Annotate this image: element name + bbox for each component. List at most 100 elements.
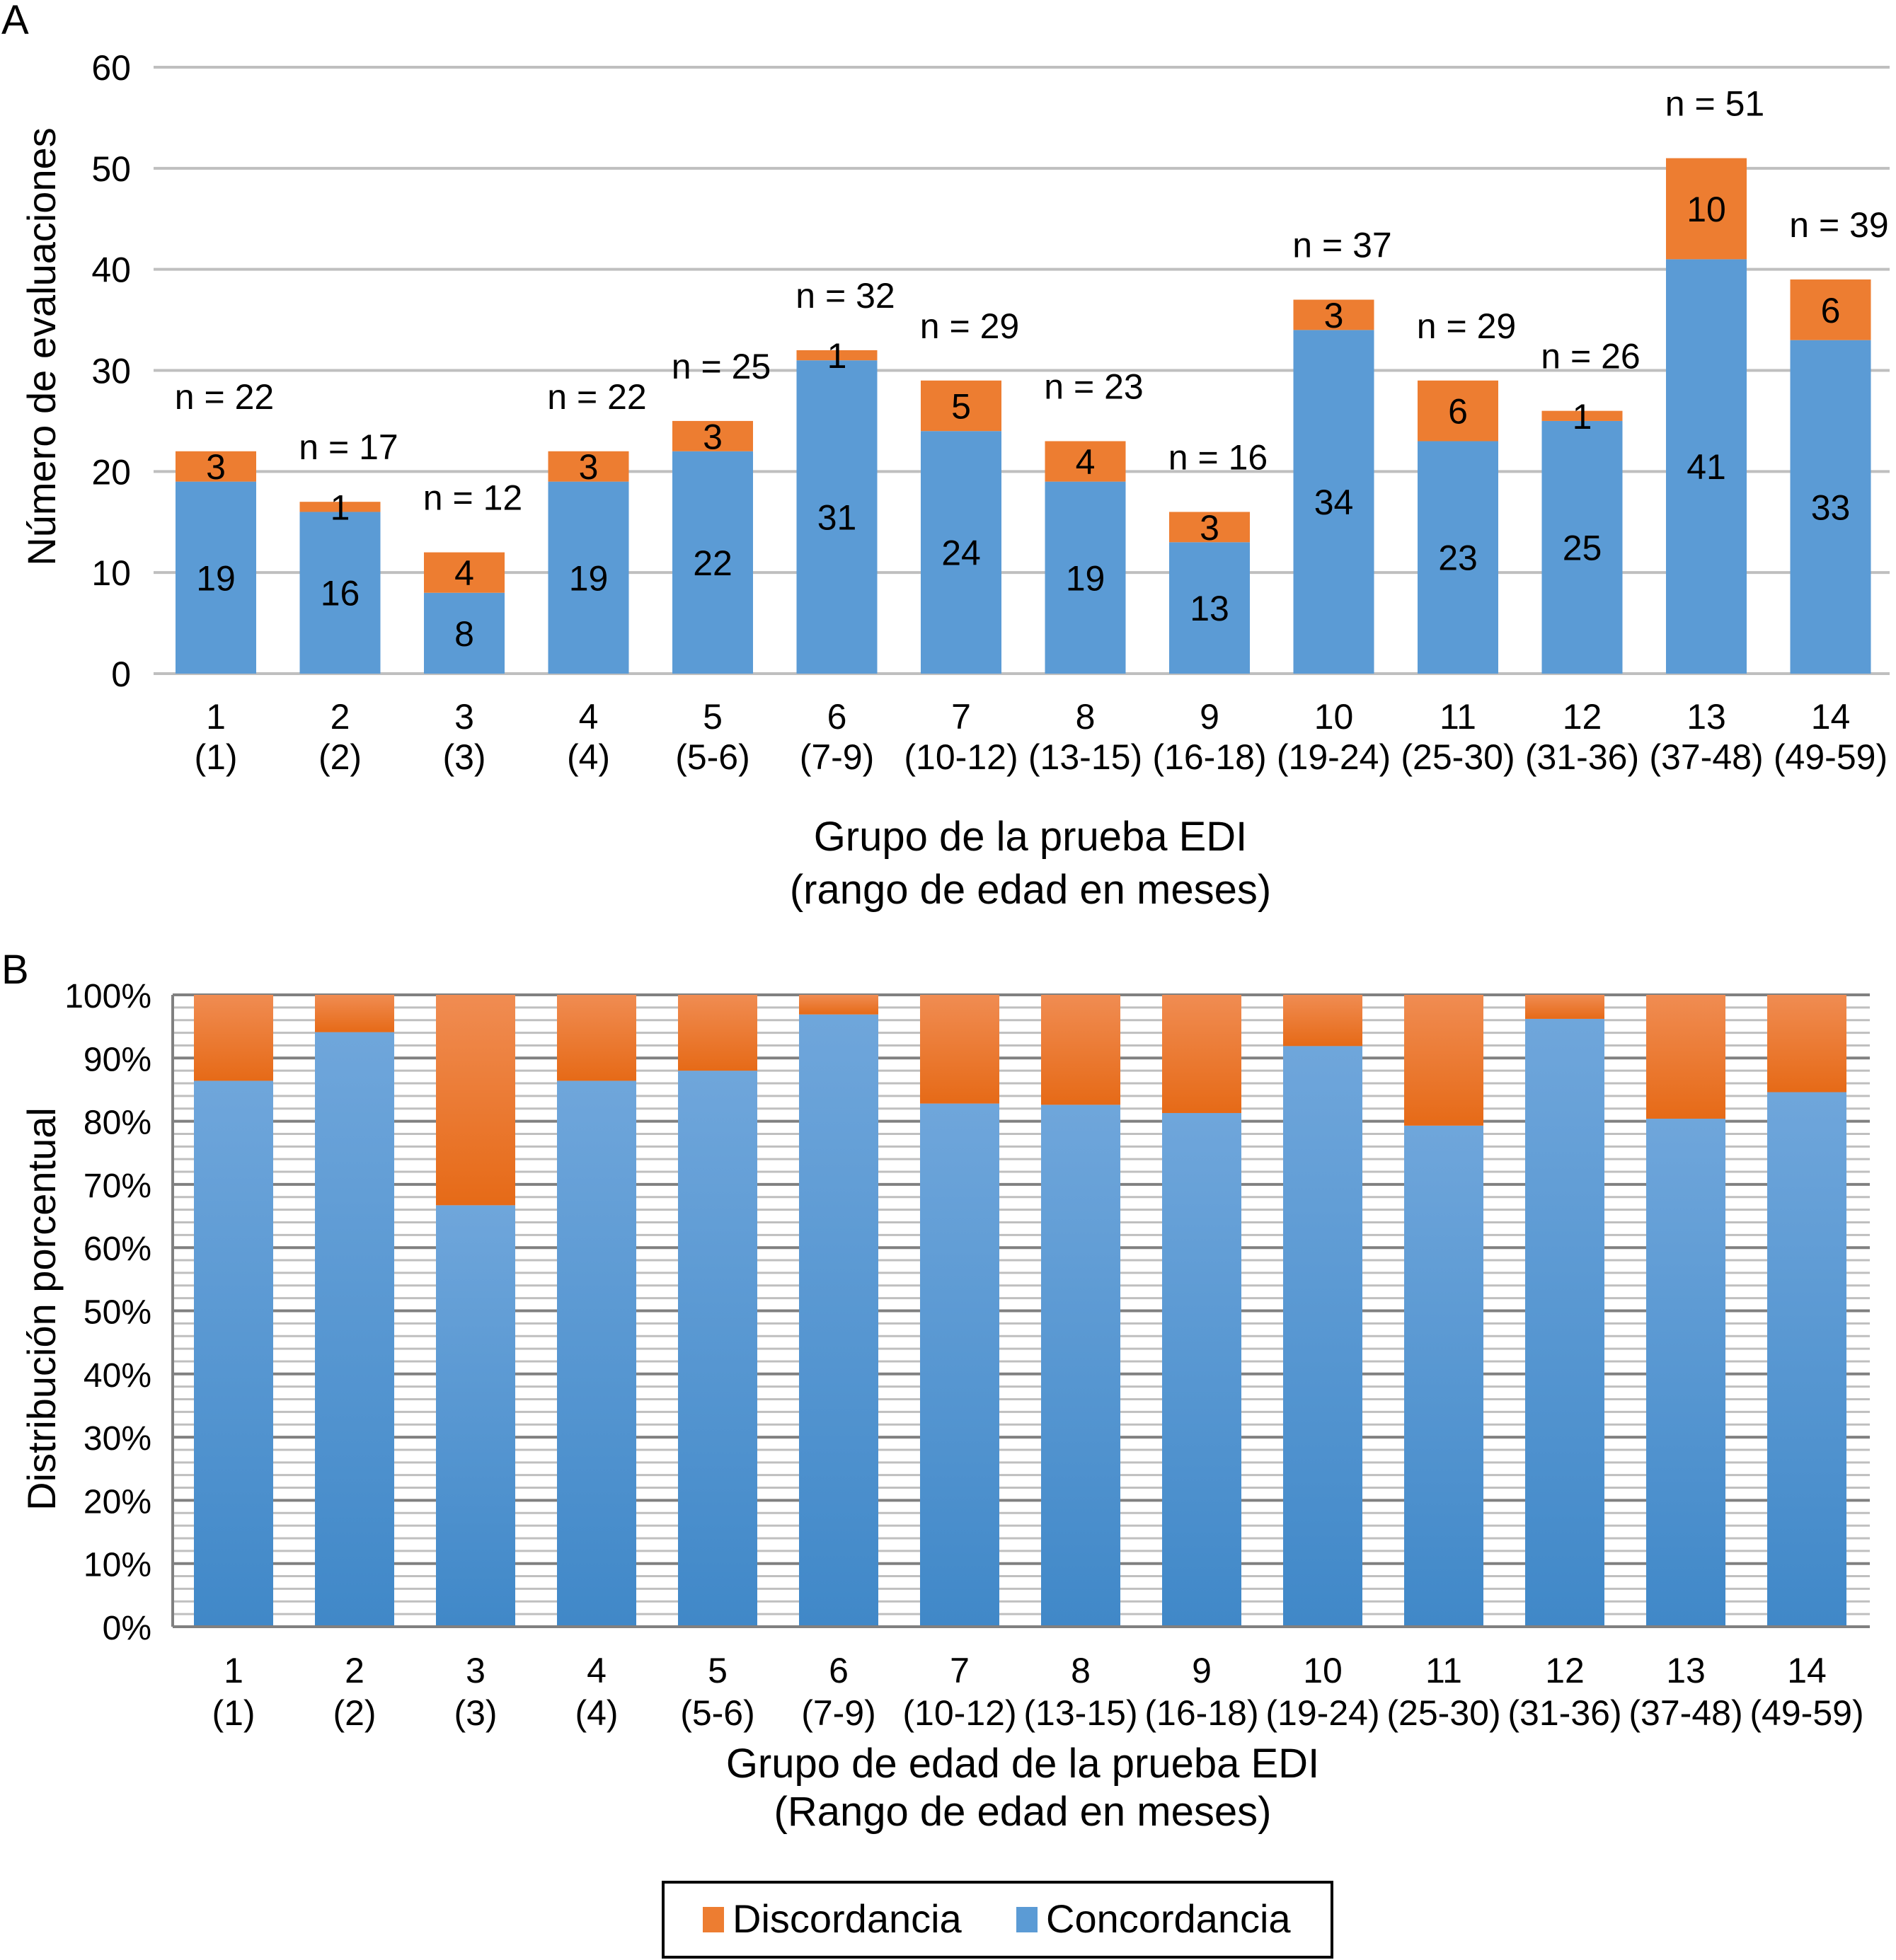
x-tick-label-12: 12 — [1545, 1651, 1585, 1690]
panel-a-total-labels: n = 22 n = 17 n = 12 n = 22 n = 25 n = 32 n = … — [175, 84, 1889, 518]
x-tick-sublabel-12: (31-36) — [1507, 1693, 1621, 1733]
data-label-concordancia-2: 16 — [321, 574, 360, 613]
bar-concordancia-6 — [796, 360, 878, 674]
x-tick-label-2: 2 — [345, 1651, 364, 1690]
bar-discordancia-2 — [299, 502, 381, 512]
x-tick-label-6: 6 — [827, 697, 847, 737]
bar-concordancia-6 — [799, 1014, 878, 1627]
x-tick-label-14: 14 — [1811, 697, 1851, 737]
bar-concordancia-12 — [1541, 420, 1623, 674]
y-tick-label-60%: 60% — [84, 1230, 151, 1268]
bar-concordancia-13 — [1646, 1119, 1725, 1627]
data-label-concordancia-8: 19 — [1066, 558, 1105, 598]
bar-concordancia-2 — [315, 1032, 394, 1627]
panel-b-y-axis-title: Distribución porcentual — [19, 1107, 64, 1511]
x-tick-sublabel-10: (19-24) — [1277, 737, 1391, 777]
bar-concordancia-12 — [1525, 1018, 1604, 1627]
bar-concordancia-11 — [1418, 441, 1498, 674]
bar-discordancia-4 — [557, 995, 636, 1081]
total-label-5: n = 25 — [672, 347, 771, 386]
data-label-concordancia-13: 41 — [1687, 447, 1726, 487]
x-tick-label-12: 12 — [1563, 697, 1602, 737]
x-tick-sublabel-5: (5-6) — [675, 737, 750, 777]
x-tick-sublabel-8: (13-15) — [1028, 737, 1142, 777]
data-label-concordancia-5: 22 — [693, 543, 732, 583]
x-tick-sublabel-12: (31-36) — [1525, 737, 1639, 777]
x-tick-sublabel-6: (7-9) — [801, 1693, 876, 1733]
x-tick-label-8: 8 — [1071, 1651, 1091, 1690]
x-tick-label-1: 1 — [224, 1651, 243, 1690]
data-label-discordancia-11: 6 — [1448, 392, 1468, 432]
x-tick-label-3: 3 — [466, 1651, 486, 1690]
data-label-concordancia-7: 24 — [941, 534, 981, 573]
y-tick-label-50: 50 — [91, 149, 131, 189]
bar-discordancia-9 — [1162, 995, 1241, 1113]
bar-concordancia-5 — [672, 451, 753, 674]
y-tick-label-100%: 100% — [64, 978, 151, 1015]
bar-concordancia-13 — [1666, 259, 1747, 674]
bar-concordancia-1 — [194, 1080, 273, 1627]
y-tick-label-80%: 80% — [84, 1105, 151, 1142]
bar-discordancia-12 — [1541, 410, 1623, 421]
x-tick-sublabel-14: (49-59) — [1774, 737, 1888, 777]
data-label-discordancia-7: 5 — [951, 386, 971, 426]
x-tick-sublabel-11: (25-30) — [1386, 1693, 1500, 1733]
legend-swatch-concordancia — [1016, 1907, 1038, 1932]
bar-concordancia-5 — [678, 1071, 757, 1627]
data-label-discordancia-9: 3 — [1200, 508, 1219, 548]
bar-discordancia-13 — [1646, 995, 1725, 1119]
x-tick-sublabel-2: (2) — [318, 737, 362, 777]
panel-a-x-axis-title-line1: Grupo de la prueba EDI — [814, 814, 1248, 860]
bar-discordancia-11 — [1404, 995, 1483, 1126]
x-tick-sublabel-2: (2) — [333, 1693, 376, 1733]
bar-discordancia-6 — [799, 995, 878, 1015]
panel-a-x-axis-title-line2: (rango de edad en meses) — [790, 867, 1271, 913]
bar-discordancia-2 — [315, 995, 394, 1032]
bar-discordancia-1 — [194, 995, 273, 1081]
bar-discordancia-3 — [424, 552, 505, 593]
total-label-12: n = 26 — [1541, 337, 1640, 376]
bar-concordancia-8 — [1041, 1105, 1120, 1627]
x-tick-label-11: 11 — [1425, 1651, 1462, 1690]
x-tick-sublabel-1: (1) — [212, 1693, 255, 1733]
x-tick-sublabel-10: (19-24) — [1265, 1693, 1379, 1733]
data-label-concordancia-11: 23 — [1438, 538, 1478, 578]
bar-discordancia-14 — [1767, 995, 1846, 1093]
total-label-7: n = 29 — [920, 306, 1019, 346]
y-tick-label-70%: 70% — [84, 1168, 151, 1205]
x-tick-label-5: 5 — [703, 697, 723, 737]
bar-discordancia-6 — [796, 350, 878, 361]
x-tick-sublabel-5: (5-6) — [680, 1693, 755, 1733]
data-label-discordancia-2: 1 — [331, 488, 350, 527]
bar-discordancia-13 — [1666, 158, 1747, 260]
data-label-concordancia-6: 31 — [817, 498, 857, 538]
data-label-concordancia-9: 13 — [1190, 589, 1229, 628]
bar-discordancia-8 — [1045, 441, 1126, 482]
bar-discordancia-4 — [548, 451, 629, 482]
bar-discordancia-11 — [1418, 380, 1498, 442]
total-label-9: n = 16 — [1168, 437, 1268, 477]
panel-b-x-axis-title-line2: (Rango de edad en meses) — [774, 1789, 1272, 1835]
bar-concordancia-1 — [176, 481, 256, 674]
bar-concordancia-10 — [1283, 1046, 1362, 1627]
x-tick-label-9: 9 — [1192, 1651, 1212, 1690]
x-tick-label-4: 4 — [587, 1651, 607, 1690]
panel-a-label: A — [1, 0, 29, 43]
total-label-10: n = 37 — [1292, 226, 1391, 265]
legend-label-concordancia: Concordancia — [1046, 1896, 1291, 1941]
data-label-discordancia-5: 3 — [703, 417, 723, 456]
legend-swatch-discordancia — [703, 1907, 724, 1932]
bar-discordancia-9 — [1169, 512, 1250, 543]
bar-concordancia-9 — [1169, 542, 1250, 674]
total-label-2: n = 17 — [299, 427, 398, 467]
panel-a-data-labels: 19 3 16 1 8 4 19 3 22 3 31 1 24 5 19 4 13 3 34 3 23 6 25 1 41 10 3… — [196, 190, 1850, 654]
x-tick-sublabel-3: (3) — [454, 1693, 497, 1733]
bar-concordancia-3 — [424, 592, 505, 674]
x-tick-label-4: 4 — [579, 697, 599, 737]
x-tick-label-14: 14 — [1787, 1651, 1827, 1690]
bar-discordancia-10 — [1283, 995, 1362, 1047]
x-tick-sublabel-4: (4) — [567, 737, 610, 777]
panel-b-bars — [194, 995, 1846, 1627]
x-tick-sublabel-9: (16-18) — [1144, 1693, 1258, 1733]
